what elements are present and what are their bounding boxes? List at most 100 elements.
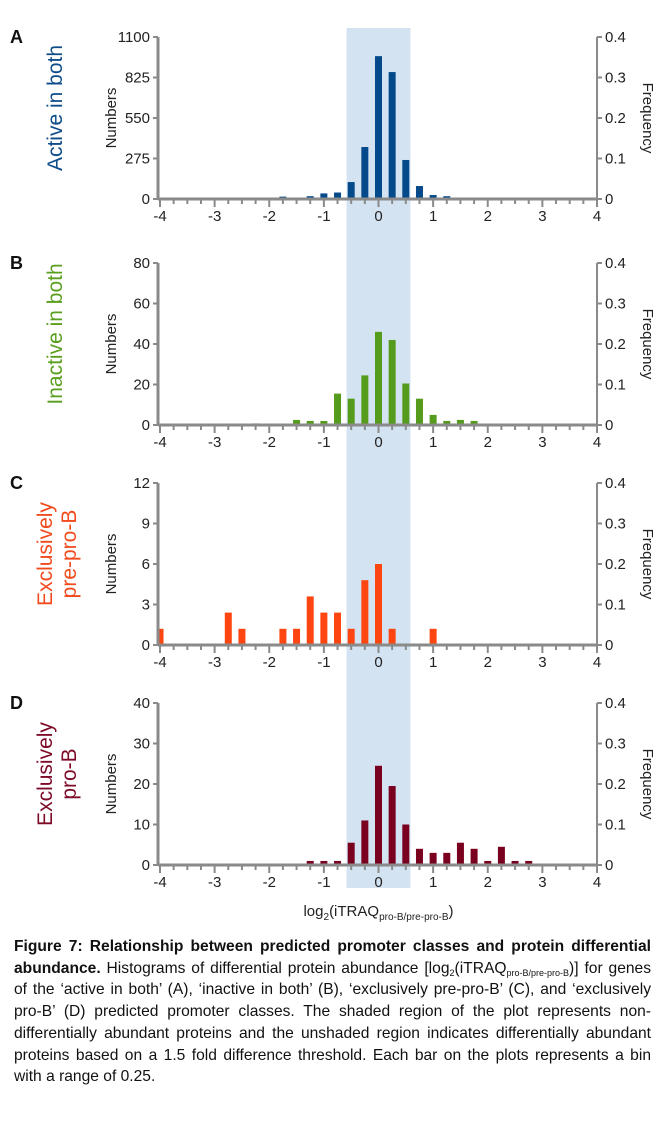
histogram-bar (334, 192, 342, 199)
promoter-class-label-line: pro-B (58, 748, 81, 799)
y-tick-label: 0 (142, 857, 150, 874)
histogram-bar (361, 580, 369, 645)
y-tick-label: 30 (133, 736, 150, 753)
x-tick-label: -2 (263, 874, 276, 891)
y2-tick-label: 0 (605, 191, 613, 208)
histogram-bar (470, 420, 478, 425)
histogram-bar (470, 848, 478, 865)
histogram-bar (224, 612, 232, 645)
histogram-bar (320, 193, 328, 199)
left-axis-title: Numbers (103, 88, 120, 149)
y2-tick-label: 0.1 (605, 377, 626, 394)
caption-text-3: )] for genes of the ‘active in both’ (A)… (14, 959, 652, 1086)
histogram-bar (511, 860, 519, 865)
figure-7-histograms: -4 -3 -2 -1 0 1 2 3 40275550825110000.10.20.30.4… (10, 27, 656, 923)
x-tick-label: 1 (429, 208, 437, 225)
histogram-bar (415, 186, 423, 199)
x-tick-label: -4 (153, 654, 166, 671)
y-tick-label: 0 (142, 637, 150, 654)
histogram-bar (334, 612, 342, 645)
y2-tick-label: 0.3 (605, 516, 626, 533)
right-axis-title: Frequency (639, 749, 656, 820)
y2-tick-label: 0.1 (605, 151, 626, 168)
x-tick-label: 2 (484, 208, 492, 225)
histogram-bar (279, 628, 287, 645)
histogram-bar (375, 564, 382, 645)
right-axis-title: Frequency (639, 529, 656, 600)
panel-letter: C (10, 473, 23, 493)
y2-tick-label: 0 (605, 637, 613, 654)
histogram-bar (238, 628, 246, 645)
left-axis-title: Numbers (103, 314, 120, 375)
caption-text-1: Histograms of differential protein abund… (100, 959, 450, 977)
right-axis-title: Frequency (639, 83, 656, 154)
y2-tick-label: 0.2 (605, 556, 626, 573)
x-tick-label: -2 (263, 434, 276, 451)
x-tick-label: 0 (374, 434, 382, 451)
caption-text-2: (iTRAQ (454, 959, 507, 977)
y-tick-label: 0 (142, 417, 150, 434)
histogram-bar (375, 56, 382, 200)
histogram-bar (388, 72, 396, 199)
histogram-bar (456, 419, 464, 425)
x-tick-label: 3 (538, 874, 546, 891)
right-axis-title: Frequency (639, 309, 656, 380)
histogram-bar (525, 860, 533, 865)
promoter-class-label: Exclusivelypre-pro-B (34, 502, 81, 606)
histogram-bar (156, 628, 164, 645)
histogram-bar (306, 860, 314, 865)
histogram-bar (293, 628, 301, 645)
y-tick-label: 3 (142, 597, 150, 614)
y-tick-label: 6 (142, 556, 150, 573)
promoter-class-label-line: Inactive in both (44, 263, 67, 404)
x-tick-label: 1 (429, 434, 437, 451)
x-axis-title: log2(iTRAQpro-B/pre-pro-B) (303, 903, 453, 923)
x-tick-label: 4 (593, 434, 601, 451)
x-tick-label: -3 (208, 434, 221, 451)
histogram-bar (334, 860, 342, 865)
x-tick-label: -2 (263, 208, 276, 225)
y-tick-label: 20 (133, 776, 150, 793)
left-axis-title: Numbers (103, 754, 120, 815)
y-tick-label: 80 (133, 255, 150, 272)
y2-tick-label: 0.2 (605, 336, 626, 353)
histogram-bar (320, 612, 328, 645)
left-axis-title: Numbers (103, 534, 120, 595)
histogram-bar (388, 786, 396, 865)
histogram-bar (443, 420, 451, 425)
y2-tick-label: 0 (605, 857, 613, 874)
histogram-bar (388, 628, 396, 645)
y-tick-label: 0 (142, 191, 150, 208)
panel-letter: B (10, 253, 23, 273)
y2-tick-label: 0.2 (605, 776, 626, 793)
histogram-bar (347, 628, 355, 645)
y2-tick-label: 0.1 (605, 597, 626, 614)
promoter-class-label-line: Active in both (44, 45, 67, 171)
histogram-bar (320, 420, 328, 425)
y-tick-label: 12 (133, 475, 150, 492)
x-tick-label: 3 (538, 208, 546, 225)
y2-tick-label: 0.3 (605, 736, 626, 753)
histogram-bar (375, 331, 382, 425)
x-tick-label: -3 (208, 874, 221, 891)
y-tick-label: 1100 (118, 29, 150, 46)
histogram-bar (484, 860, 492, 865)
histogram-bar (429, 195, 437, 199)
histogram-bar (415, 398, 423, 425)
promoter-class-label-line: pre-pro-B (58, 510, 81, 599)
x-tick-label: -3 (208, 208, 221, 225)
x-tick-label: -1 (317, 434, 330, 451)
y-tick-label: 60 (133, 296, 150, 313)
y-tick-label: 40 (133, 695, 150, 712)
histogram-bar (361, 147, 369, 199)
x-tick-label: -1 (317, 208, 330, 225)
y-tick-label: 9 (142, 516, 150, 533)
histogram-bar (497, 846, 505, 865)
y2-tick-label: 0.4 (605, 695, 626, 712)
histogram-bar (415, 848, 423, 865)
y2-tick-label: 0 (605, 417, 613, 434)
promoter-class-label-line: Exclusively (34, 502, 57, 606)
panel-a: -4 -3 -2 -1 0 1 2 3 40275550825110000.10.20.30.4… (10, 27, 656, 225)
x-tick-label: -1 (317, 654, 330, 671)
y2-tick-label: 0.1 (605, 817, 626, 834)
